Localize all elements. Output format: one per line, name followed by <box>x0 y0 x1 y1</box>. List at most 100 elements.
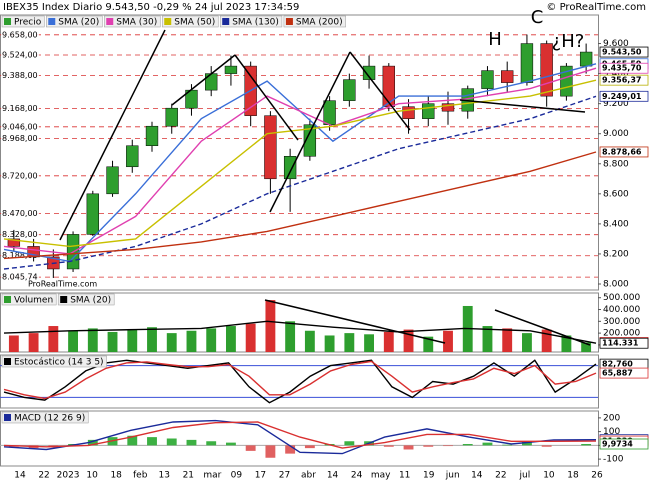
y-tick-label: 400.000 <box>603 305 640 315</box>
x-tick-label: jun <box>445 471 460 481</box>
legend-label: SMA (50) <box>174 18 215 28</box>
header-source: © ProRealTime.com <box>546 2 646 13</box>
candle-body <box>560 65 573 97</box>
bar <box>344 441 355 446</box>
value-label-box <box>599 74 649 86</box>
candle-body <box>362 65 376 80</box>
bar <box>245 445 256 451</box>
candle-body <box>7 238 21 247</box>
bar <box>127 329 138 352</box>
bar <box>245 323 256 352</box>
level-label: 9.388,00 <box>2 71 38 80</box>
candle-body <box>540 43 553 97</box>
bar <box>206 328 217 352</box>
value-label: 9.543,50 <box>602 48 642 57</box>
legend-swatch <box>4 18 11 25</box>
legend-box <box>104 15 161 28</box>
trend-line <box>264 299 446 344</box>
trend-line <box>234 54 299 141</box>
x-tick-label: 11 <box>399 471 410 481</box>
y-tick-label: -100 <box>603 455 624 465</box>
level-label: 8.188,00 <box>2 251 38 260</box>
bar <box>383 331 394 352</box>
x-tick-label: may <box>371 471 391 481</box>
bar <box>541 329 552 352</box>
bar <box>443 445 453 447</box>
value-label: 82,760 <box>602 360 633 369</box>
level-label: 8.045,74 <box>2 273 38 282</box>
level-label-bg <box>1 208 39 218</box>
legend-item: SMA (130) <box>219 15 283 28</box>
x-tick-label: 10 <box>86 471 98 481</box>
value-label: 114.331 <box>602 339 639 348</box>
level-label-bg <box>1 170 39 180</box>
value-label: 9.435,70 <box>602 64 642 73</box>
bar <box>48 326 59 352</box>
x-tick-label: 18 <box>567 471 579 481</box>
legend-box <box>1 411 89 424</box>
level-label-bg <box>1 49 39 59</box>
legend-box <box>1 293 57 306</box>
bar <box>226 326 236 352</box>
legend-box <box>219 15 283 28</box>
level-label: 8.968,00 <box>2 134 38 143</box>
bar <box>186 330 197 352</box>
candle-body <box>264 115 277 180</box>
bar <box>107 331 118 352</box>
legend-box <box>46 15 103 28</box>
bar <box>226 442 236 446</box>
legend-item: Estocástico (14 3 5) <box>1 355 107 368</box>
legend-item: Volumen <box>1 293 57 306</box>
x-tick-label: 13 <box>159 471 170 481</box>
legend-swatch <box>285 18 293 25</box>
candle-body <box>481 70 494 89</box>
level-label: 8.470,00 <box>2 209 38 218</box>
bar <box>581 342 592 352</box>
x-tick-label: 21 <box>183 471 194 481</box>
trend-line <box>171 54 236 106</box>
x-tick-label: 18 <box>110 471 122 481</box>
watermark: ProRealTime.com <box>28 280 97 289</box>
bar <box>87 439 98 446</box>
level-label-bg <box>1 229 39 239</box>
level-label: 9.046,00 <box>2 122 38 131</box>
bar <box>265 300 276 352</box>
y-tick-label: 9.400 <box>603 69 629 79</box>
bar <box>166 438 177 446</box>
legend-box <box>283 15 346 28</box>
x-tick-label: 14 <box>471 471 483 481</box>
candle-body <box>165 107 178 127</box>
bar <box>166 333 177 352</box>
bar <box>561 335 572 352</box>
legend-swatch <box>60 296 68 303</box>
bar <box>443 330 453 352</box>
bar <box>285 321 296 352</box>
bar <box>344 333 355 352</box>
bar <box>403 329 414 352</box>
series-line <box>3 320 597 344</box>
x-tick-label: 14 <box>14 471 26 481</box>
candle-body <box>303 124 317 157</box>
candle-body <box>520 43 534 83</box>
candle-body <box>402 106 415 119</box>
y-tick-label: 9.600 <box>603 39 629 49</box>
bar <box>285 445 296 454</box>
value-label-box <box>599 438 649 450</box>
annotation: C <box>531 7 544 28</box>
level-label-bg <box>1 103 39 113</box>
series-line <box>3 79 597 248</box>
bar <box>186 439 197 446</box>
x-tick-label: 2023 <box>57 471 80 481</box>
bar <box>304 330 315 352</box>
y-tick-label: 9.200 <box>603 99 629 109</box>
y-tick-label: 8.600 <box>603 189 629 199</box>
legend-box <box>1 355 107 368</box>
candle-body <box>323 100 336 125</box>
bar <box>522 441 532 446</box>
value-label: 65,887 <box>602 369 633 378</box>
bar <box>28 333 39 352</box>
value-label: 9.356,37 <box>602 76 641 85</box>
legend-swatch <box>4 296 11 303</box>
level-label: 9.524,00 <box>2 50 38 59</box>
